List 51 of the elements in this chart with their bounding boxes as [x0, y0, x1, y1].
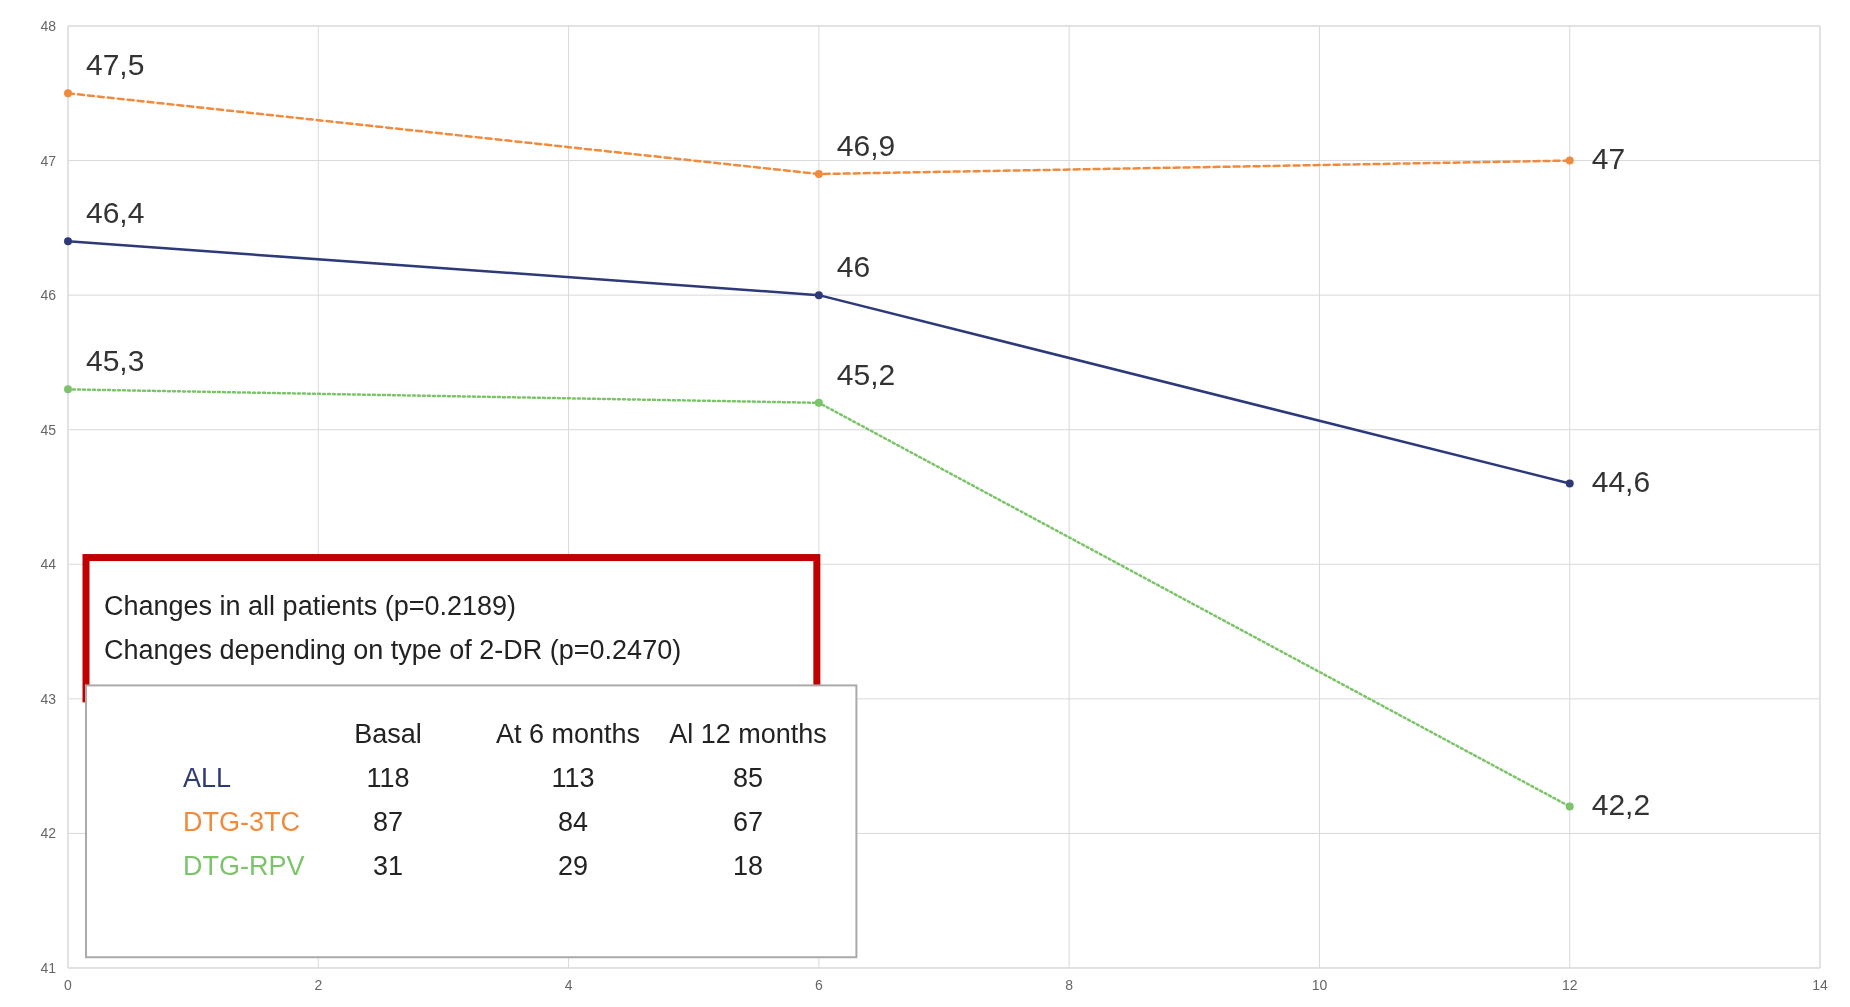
- y-tick-label: 48: [40, 18, 57, 34]
- data-label: 45,3: [86, 344, 145, 378]
- x-tick-label: 2: [314, 977, 323, 993]
- annotation: 67: [732, 807, 764, 838]
- x-tick-label: 8: [1065, 977, 1074, 993]
- x-tick-label: 0: [64, 977, 73, 993]
- annotation: Changes in all patients (p=0.2189): [104, 591, 517, 622]
- annotation: 87: [372, 807, 404, 838]
- x-tick-label: 6: [814, 977, 823, 993]
- x-tick-label: 14: [1812, 977, 1828, 993]
- point: [1565, 479, 1574, 488]
- x-tick-label: 10: [1311, 977, 1328, 993]
- annotation: 31: [372, 851, 404, 882]
- point: [814, 291, 823, 300]
- data-label: 46,4: [86, 196, 145, 230]
- point: [814, 398, 823, 407]
- x-tick-label: 4: [564, 977, 573, 993]
- y-tick-label: 46: [40, 287, 57, 304]
- annotation: 118: [366, 763, 410, 794]
- data-label: 45,2: [836, 357, 896, 391]
- text: DTG-RPV: [183, 851, 305, 882]
- annotation: 85: [732, 763, 764, 794]
- data-label: 46,9: [836, 129, 896, 163]
- y-tick-label: 42: [40, 825, 57, 842]
- annotation: At 6 months: [495, 719, 641, 750]
- data-label: 47: [1591, 141, 1626, 175]
- data-label: 44,6: [1591, 464, 1651, 498]
- y-tick-label: 44: [40, 556, 57, 573]
- annotation: Basal: [354, 719, 422, 750]
- y-tick-label: 43: [40, 690, 57, 707]
- point: [64, 237, 72, 246]
- point: [1565, 156, 1574, 165]
- annotation: Changes depending on type of 2-DR (p=0.2470): [104, 635, 682, 666]
- annotation: 18: [732, 851, 764, 882]
- data-label: 47,5: [86, 48, 145, 82]
- annotation: 84: [557, 807, 589, 838]
- y-tick-label: 47: [40, 152, 57, 169]
- text: DTG-3TC: [183, 807, 300, 838]
- point: [64, 89, 72, 98]
- y-tick-label: 41: [40, 960, 57, 976]
- annotation: 29: [557, 851, 589, 882]
- text: ALL: [183, 763, 232, 794]
- annotation: Al 12 months: [669, 719, 827, 750]
- data-label: 42,2: [1591, 787, 1651, 821]
- point: [814, 170, 823, 179]
- x-tick-label: 12: [1561, 977, 1578, 993]
- point: [1565, 802, 1574, 811]
- point: [64, 385, 72, 394]
- y-tick-label: 45: [40, 421, 57, 438]
- data-label: 46: [836, 250, 871, 284]
- annotation: 113: [551, 763, 595, 794]
